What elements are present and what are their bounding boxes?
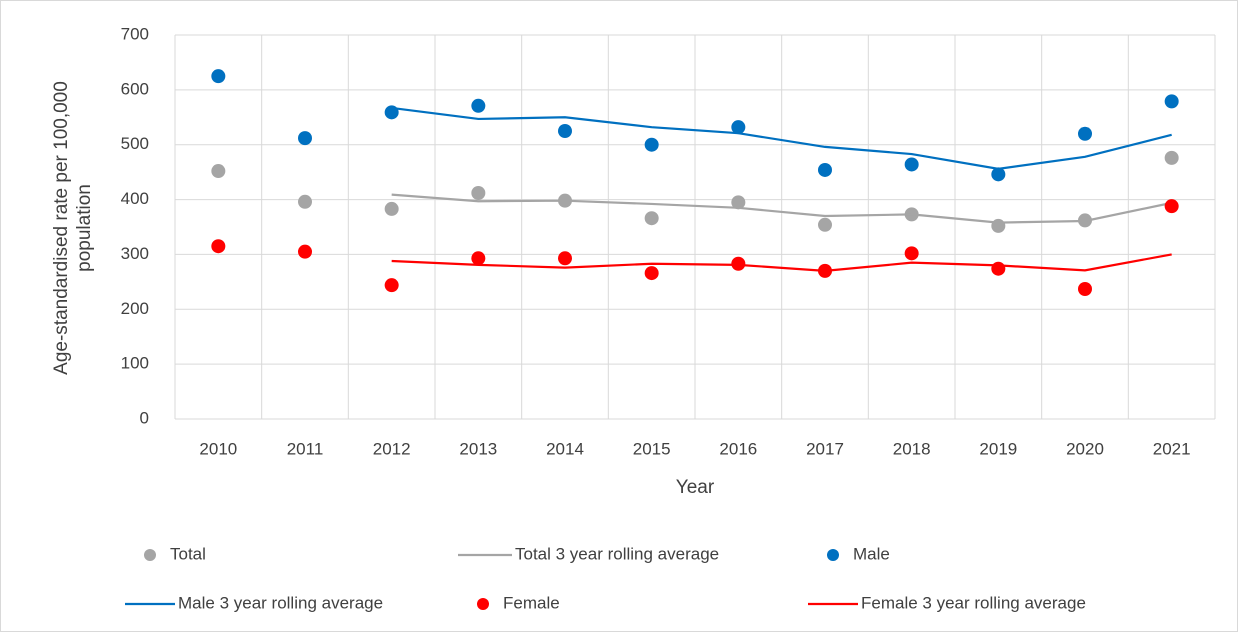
y-axis-title: Age-standardised rate per 100,000 popula… bbox=[51, 81, 95, 375]
data-point bbox=[1164, 94, 1179, 109]
x-tick-label: 2021 bbox=[1153, 439, 1191, 458]
data-point bbox=[644, 211, 659, 226]
y-tick-label: 200 bbox=[121, 299, 149, 318]
legend-marker bbox=[477, 598, 489, 610]
x-tick-label: 2017 bbox=[806, 439, 844, 458]
data-point bbox=[818, 217, 832, 232]
x-tick-label: 2020 bbox=[1066, 439, 1104, 458]
data-point bbox=[644, 137, 659, 152]
data-point bbox=[991, 218, 1006, 233]
x-tick-label: 2010 bbox=[199, 439, 237, 458]
data-point bbox=[211, 239, 226, 254]
data-point bbox=[991, 167, 1006, 182]
y-tick-label: 300 bbox=[121, 244, 149, 263]
x-tick-label: 2016 bbox=[719, 439, 757, 458]
x-tick-label: 2019 bbox=[979, 439, 1017, 458]
legend-label: Male bbox=[853, 544, 890, 563]
data-point bbox=[211, 164, 226, 179]
x-tick-label: 2018 bbox=[893, 439, 931, 458]
legend-label: Female 3 year rolling average bbox=[861, 593, 1086, 612]
data-point bbox=[731, 195, 746, 210]
x-axis-title: Year bbox=[676, 477, 715, 498]
data-point bbox=[1164, 150, 1179, 165]
data-point bbox=[298, 131, 312, 146]
trend-line bbox=[391, 106, 1172, 170]
data-point bbox=[471, 185, 486, 200]
data-point bbox=[298, 244, 312, 259]
y-tick-label: 100 bbox=[121, 354, 149, 373]
legend-label: Total 3 year rolling average bbox=[515, 544, 719, 563]
legend-label: Male 3 year rolling average bbox=[178, 593, 383, 612]
legend-label: Total bbox=[170, 544, 206, 563]
legend-label: Female bbox=[503, 593, 560, 612]
data-point bbox=[558, 124, 572, 138]
data-point bbox=[731, 120, 746, 135]
data-point bbox=[384, 278, 399, 293]
data-point bbox=[818, 162, 832, 177]
x-tick-label: 2015 bbox=[633, 439, 671, 458]
data-point bbox=[384, 105, 399, 120]
trend-line bbox=[391, 253, 1172, 272]
legend-marker bbox=[827, 549, 839, 561]
data-point bbox=[471, 98, 486, 113]
data-point bbox=[211, 69, 226, 84]
y-tick-label: 400 bbox=[121, 189, 149, 208]
legend-marker bbox=[144, 549, 156, 561]
data-point bbox=[904, 246, 919, 261]
x-tick-label: 2014 bbox=[546, 439, 584, 458]
x-tick-label: 2012 bbox=[373, 439, 411, 458]
data-point bbox=[904, 157, 919, 172]
y-tick-label: 600 bbox=[121, 79, 149, 98]
x-tick-label: 2013 bbox=[459, 439, 497, 458]
data-point bbox=[384, 201, 399, 216]
data-point bbox=[1164, 199, 1179, 214]
x-tick-label: 2011 bbox=[287, 439, 324, 458]
data-point bbox=[471, 251, 486, 266]
y-tick-label: 700 bbox=[121, 24, 149, 43]
data-point bbox=[298, 194, 312, 209]
trend-line bbox=[391, 193, 1172, 224]
data-point bbox=[1078, 126, 1092, 141]
data-point bbox=[991, 261, 1006, 276]
data-point bbox=[558, 251, 572, 266]
data-point bbox=[1078, 281, 1092, 296]
y-tick-label: 0 bbox=[140, 408, 149, 427]
y-tick-label: 500 bbox=[121, 134, 149, 153]
data-point bbox=[644, 266, 659, 281]
